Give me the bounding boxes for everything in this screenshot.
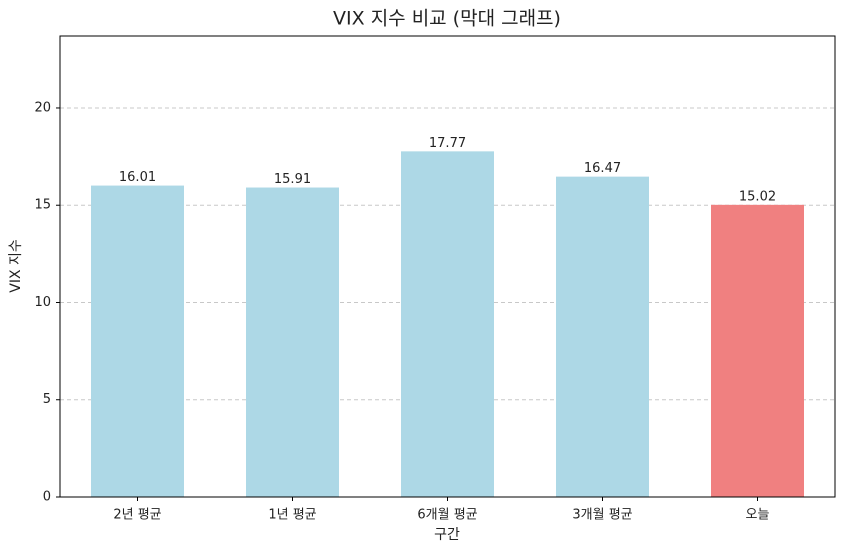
y-tick-label: 0 bbox=[43, 490, 51, 505]
x-tick-label: 3개월 평균 bbox=[572, 508, 632, 523]
value-label: 15.91 bbox=[274, 172, 311, 187]
chart-title: VIX 지수 비교 (막대 그래프) bbox=[333, 8, 561, 30]
y-tick-label: 20 bbox=[34, 100, 51, 115]
x-tick-label: 1년 평균 bbox=[268, 508, 316, 523]
bar bbox=[711, 204, 804, 498]
value-label: 17.77 bbox=[429, 136, 466, 151]
value-label: 16.47 bbox=[584, 161, 621, 176]
y-tick-label: 10 bbox=[34, 295, 51, 310]
x-tick-label: 2년 평균 bbox=[113, 508, 161, 523]
bar bbox=[91, 185, 184, 498]
y-tick-label: 5 bbox=[43, 392, 51, 407]
x-axis-label: 구간 bbox=[434, 527, 460, 543]
y-tick-label: 15 bbox=[34, 198, 51, 213]
x-tick-label: 6개월 평균 bbox=[417, 508, 477, 523]
x-tick-label: 오늘 bbox=[746, 508, 770, 523]
bar bbox=[401, 151, 494, 497]
bar bbox=[556, 176, 649, 498]
value-label: 16.01 bbox=[119, 170, 156, 185]
value-label: 15.02 bbox=[739, 189, 776, 204]
y-axis-label: VIX 지수 bbox=[8, 239, 24, 293]
plot-frame bbox=[59, 35, 836, 498]
bar bbox=[246, 187, 339, 497]
